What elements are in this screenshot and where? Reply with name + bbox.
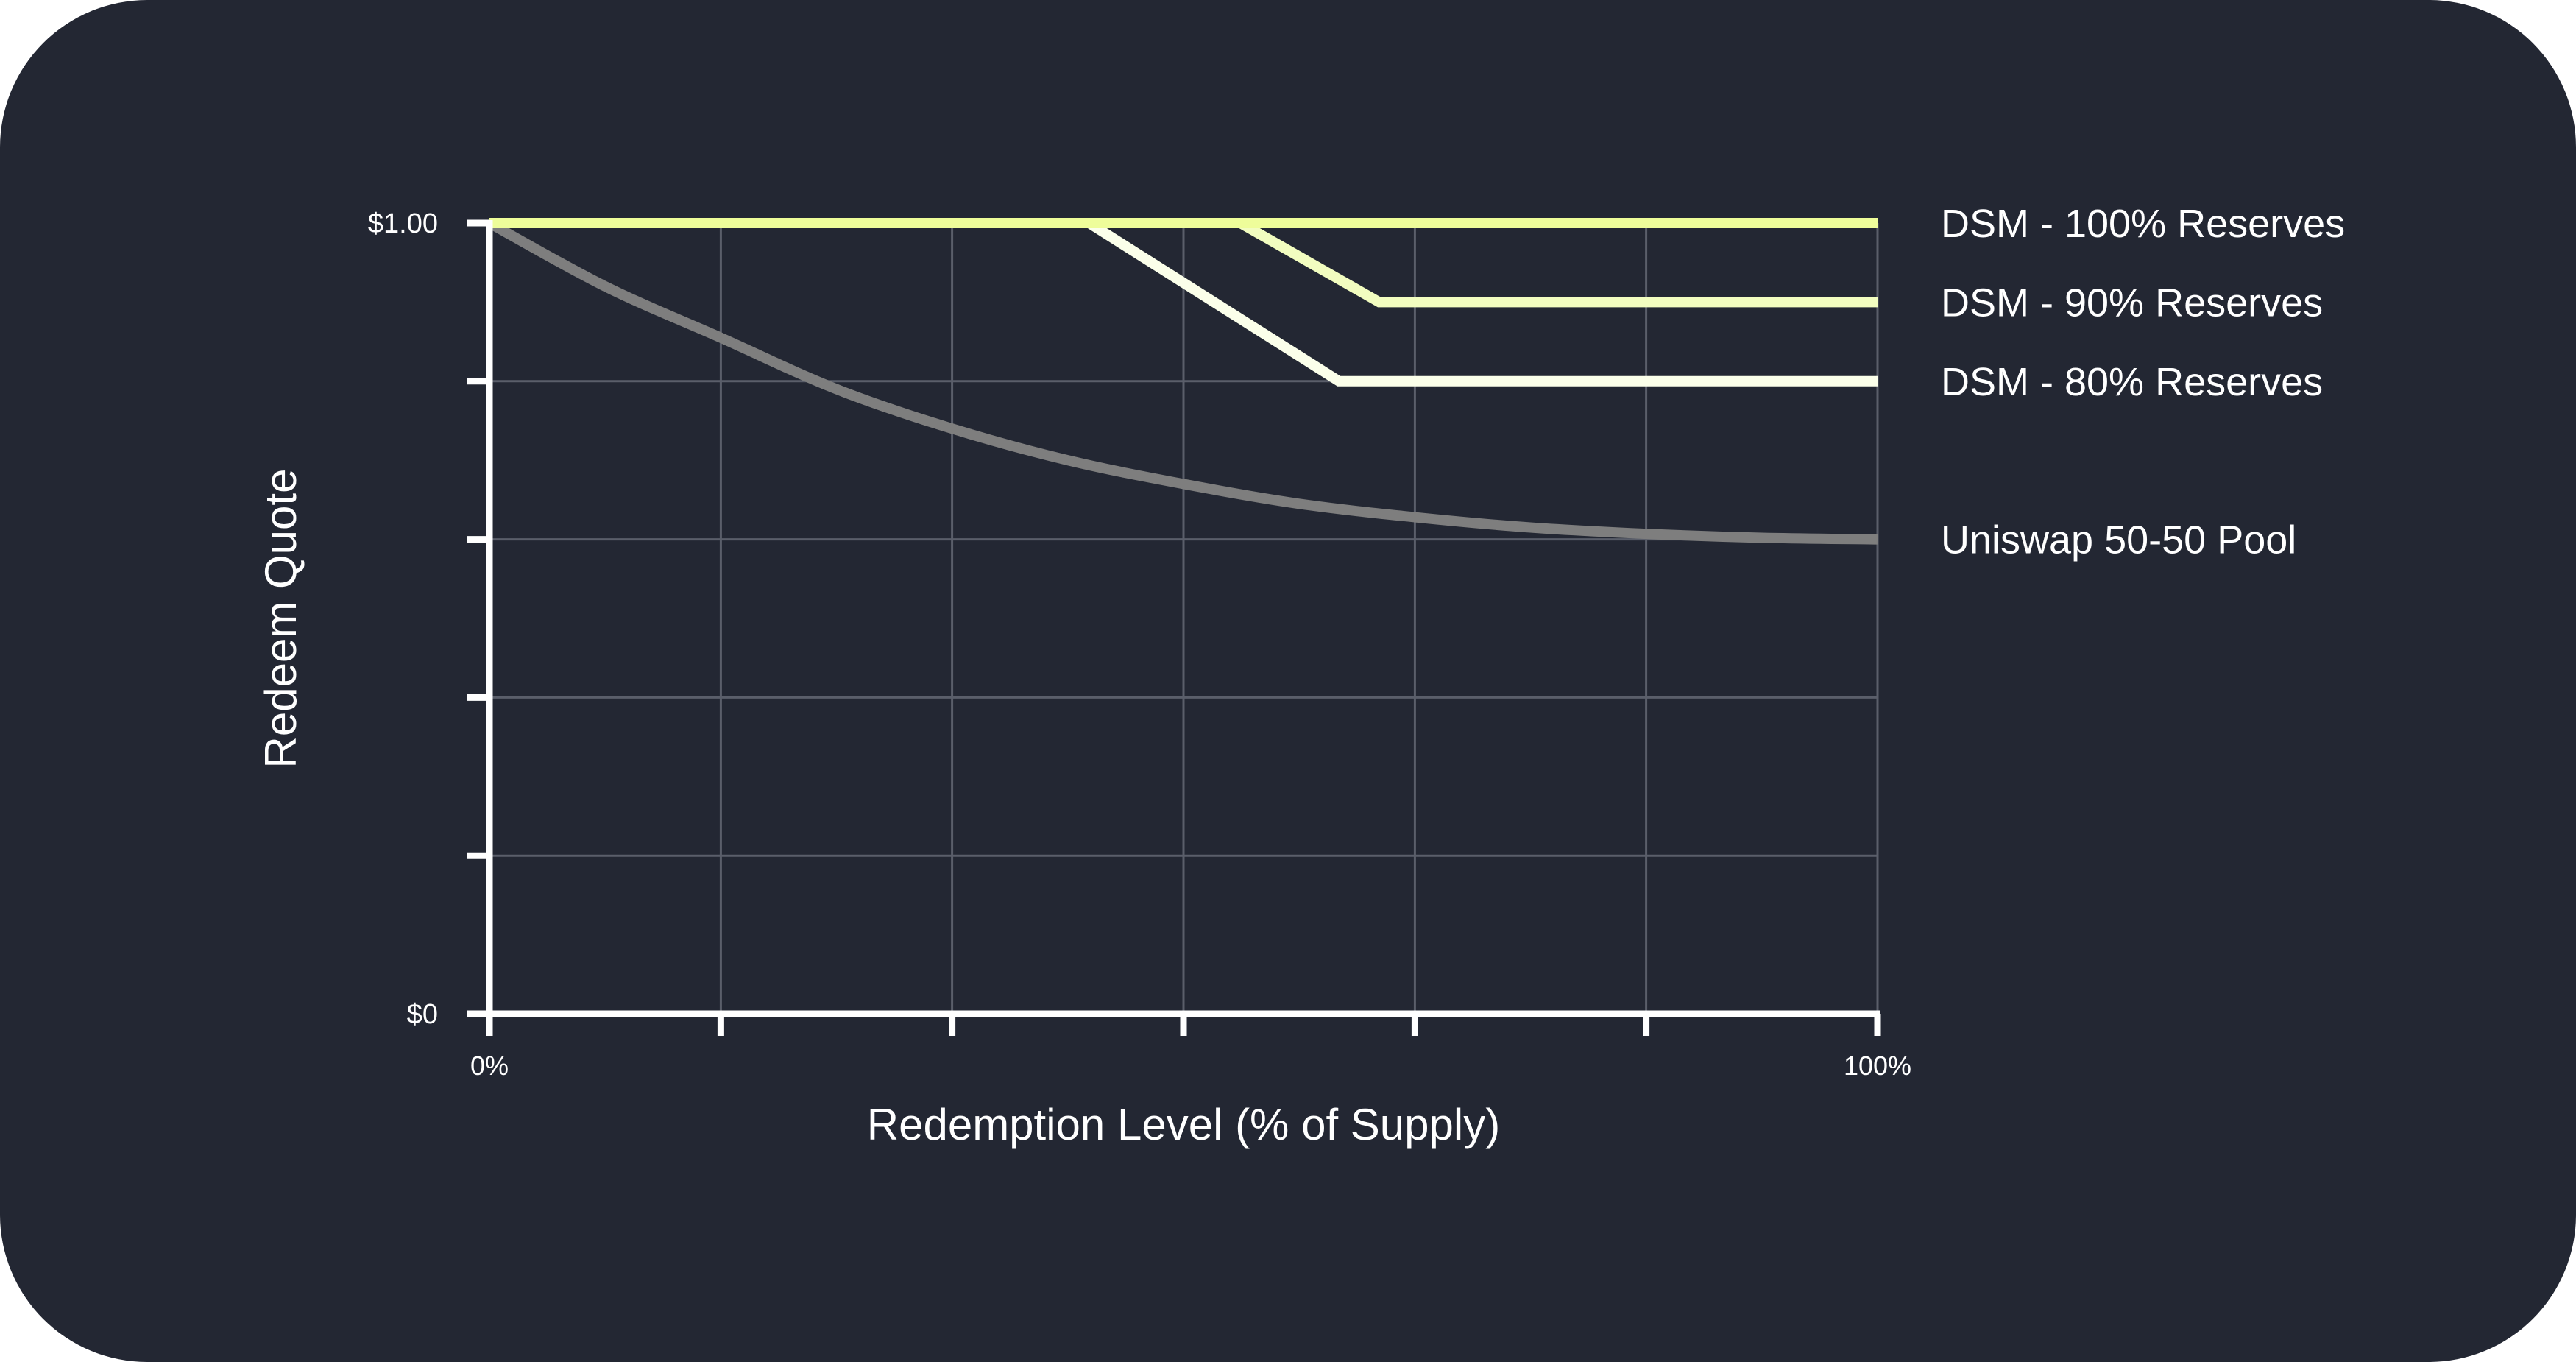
series-label: DSM - 90% Reserves (1941, 280, 2323, 325)
y-axis-label: Redeem Quote (256, 469, 305, 769)
x-tick-label: 0% (470, 1051, 509, 1081)
series-lines (486, 218, 1878, 545)
axes (467, 219, 1881, 1036)
labels: Redemption Level (% of Supply) Redeem Qu… (256, 202, 2345, 1149)
series-label: DSM - 100% Reserves (1941, 202, 2345, 246)
x-axis-label: Redemption Level (% of Supply) (867, 1100, 1500, 1149)
y-tick-label: $0 (407, 999, 438, 1030)
y-tick-label: $1.00 (368, 208, 438, 239)
grid (488, 222, 1879, 1015)
series-line-0 (486, 218, 1878, 545)
series-label: Uniswap 50-50 Pool (1941, 518, 2296, 562)
series-label: DSM - 80% Reserves (1941, 360, 2323, 404)
x-tick-label: 100% (1844, 1051, 1911, 1081)
